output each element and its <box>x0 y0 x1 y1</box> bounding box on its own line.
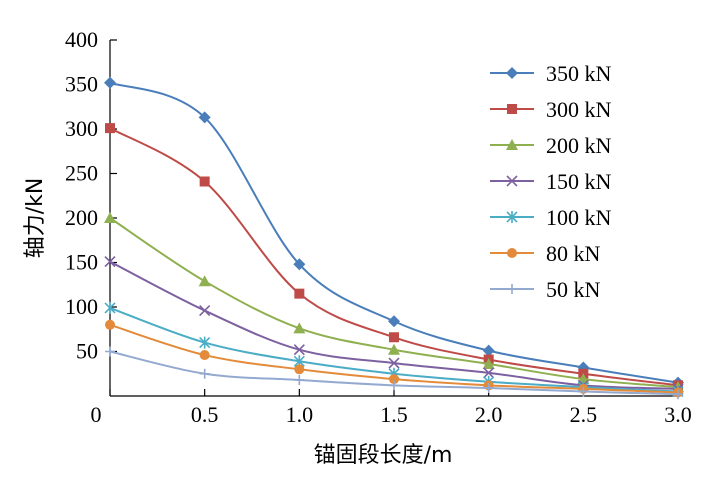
legend-label: 300 kN <box>546 97 612 122</box>
data-point <box>388 343 400 355</box>
x-tick-label: 2.5 <box>570 402 598 427</box>
y-tick-label: 300 <box>65 116 98 141</box>
data-point <box>294 374 305 385</box>
x-axis-title: 锚固段长度/m <box>314 443 453 468</box>
y-tick-label: 250 <box>65 161 98 186</box>
y-tick-label: 100 <box>65 294 98 319</box>
y-tick-label: 350 <box>65 72 98 97</box>
legend-label: 200 kN <box>546 133 612 158</box>
data-point <box>294 288 305 299</box>
legend-swatch-marker <box>506 175 518 187</box>
data-point <box>389 380 399 391</box>
x-tick-label: 2.0 <box>475 402 503 427</box>
x-tick-label: 1.0 <box>286 402 314 427</box>
legend-entry: 300 kN <box>490 97 612 122</box>
legend-label: 100 kN <box>546 205 612 230</box>
data-point <box>104 212 116 223</box>
data-point <box>388 357 400 369</box>
legend-label: 50 kN <box>546 277 601 302</box>
data-point <box>198 275 211 287</box>
data-point <box>199 368 210 379</box>
data-point <box>578 386 589 397</box>
series-200-kn <box>104 212 684 393</box>
x-tick-label: 1.5 <box>380 402 408 427</box>
legend-swatch-marker <box>507 104 517 114</box>
data-point <box>482 357 495 369</box>
data-point <box>105 346 115 357</box>
x-tick-label: 0.5 <box>191 402 219 427</box>
legend-label: 150 kN <box>546 169 612 194</box>
legend-swatch-marker <box>506 67 518 79</box>
data-point <box>199 176 210 187</box>
data-point <box>104 76 116 89</box>
data-point <box>483 382 494 393</box>
data-point <box>389 374 399 385</box>
legend-label: 80 kN <box>546 241 601 266</box>
x-tick-label: 0 <box>91 402 102 427</box>
legend-entry: 350 kN <box>490 61 612 86</box>
data-point <box>389 332 399 343</box>
data-point <box>105 123 115 134</box>
series-layer <box>104 76 684 400</box>
data-point <box>294 364 305 375</box>
x-tick-label: 3.0 <box>664 402 692 427</box>
data-point <box>198 111 211 124</box>
data-point <box>293 322 306 334</box>
legend: 350 kN 300 kN 200 kN 150 kN 100 kN 80 kN 50 kN <box>490 61 612 302</box>
legend-swatch-marker <box>507 248 517 258</box>
legend-entry: 80 kN <box>490 241 601 266</box>
legend-swatch-marker <box>506 139 518 150</box>
y-tick-label: 200 <box>65 205 98 230</box>
data-point <box>104 301 116 314</box>
data-point <box>199 336 211 349</box>
legend-entry: 150 kN <box>490 169 612 194</box>
data-point <box>293 344 305 356</box>
data-point <box>105 319 115 330</box>
data-point <box>388 315 400 328</box>
data-point <box>199 350 210 361</box>
data-point <box>293 258 306 271</box>
legend-label: 350 kN <box>546 61 612 86</box>
data-point <box>482 344 495 357</box>
data-point <box>673 389 683 400</box>
y-axis-ticks: 50 100 150 200 250 300 350 400 <box>65 27 117 364</box>
legend-entry: 50 kN <box>490 277 601 302</box>
data-point <box>104 256 116 268</box>
y-tick-label: 400 <box>65 27 98 52</box>
data-point <box>483 367 495 379</box>
legend-entry: 100 kN <box>490 205 612 230</box>
y-tick-label: 50 <box>76 339 98 364</box>
y-tick-label: 150 <box>65 250 98 275</box>
legend-entry: 200 kN <box>490 133 612 158</box>
x-axis-ticks: 0 0.5 1.0 1.5 2.0 2.5 3.0 <box>91 389 692 427</box>
legend-swatch-marker <box>507 284 517 294</box>
legend-swatch-marker <box>506 211 518 223</box>
y-axis-title: 轴力/kN <box>23 178 48 259</box>
series-50-kn <box>105 346 683 400</box>
data-point <box>199 304 211 317</box>
